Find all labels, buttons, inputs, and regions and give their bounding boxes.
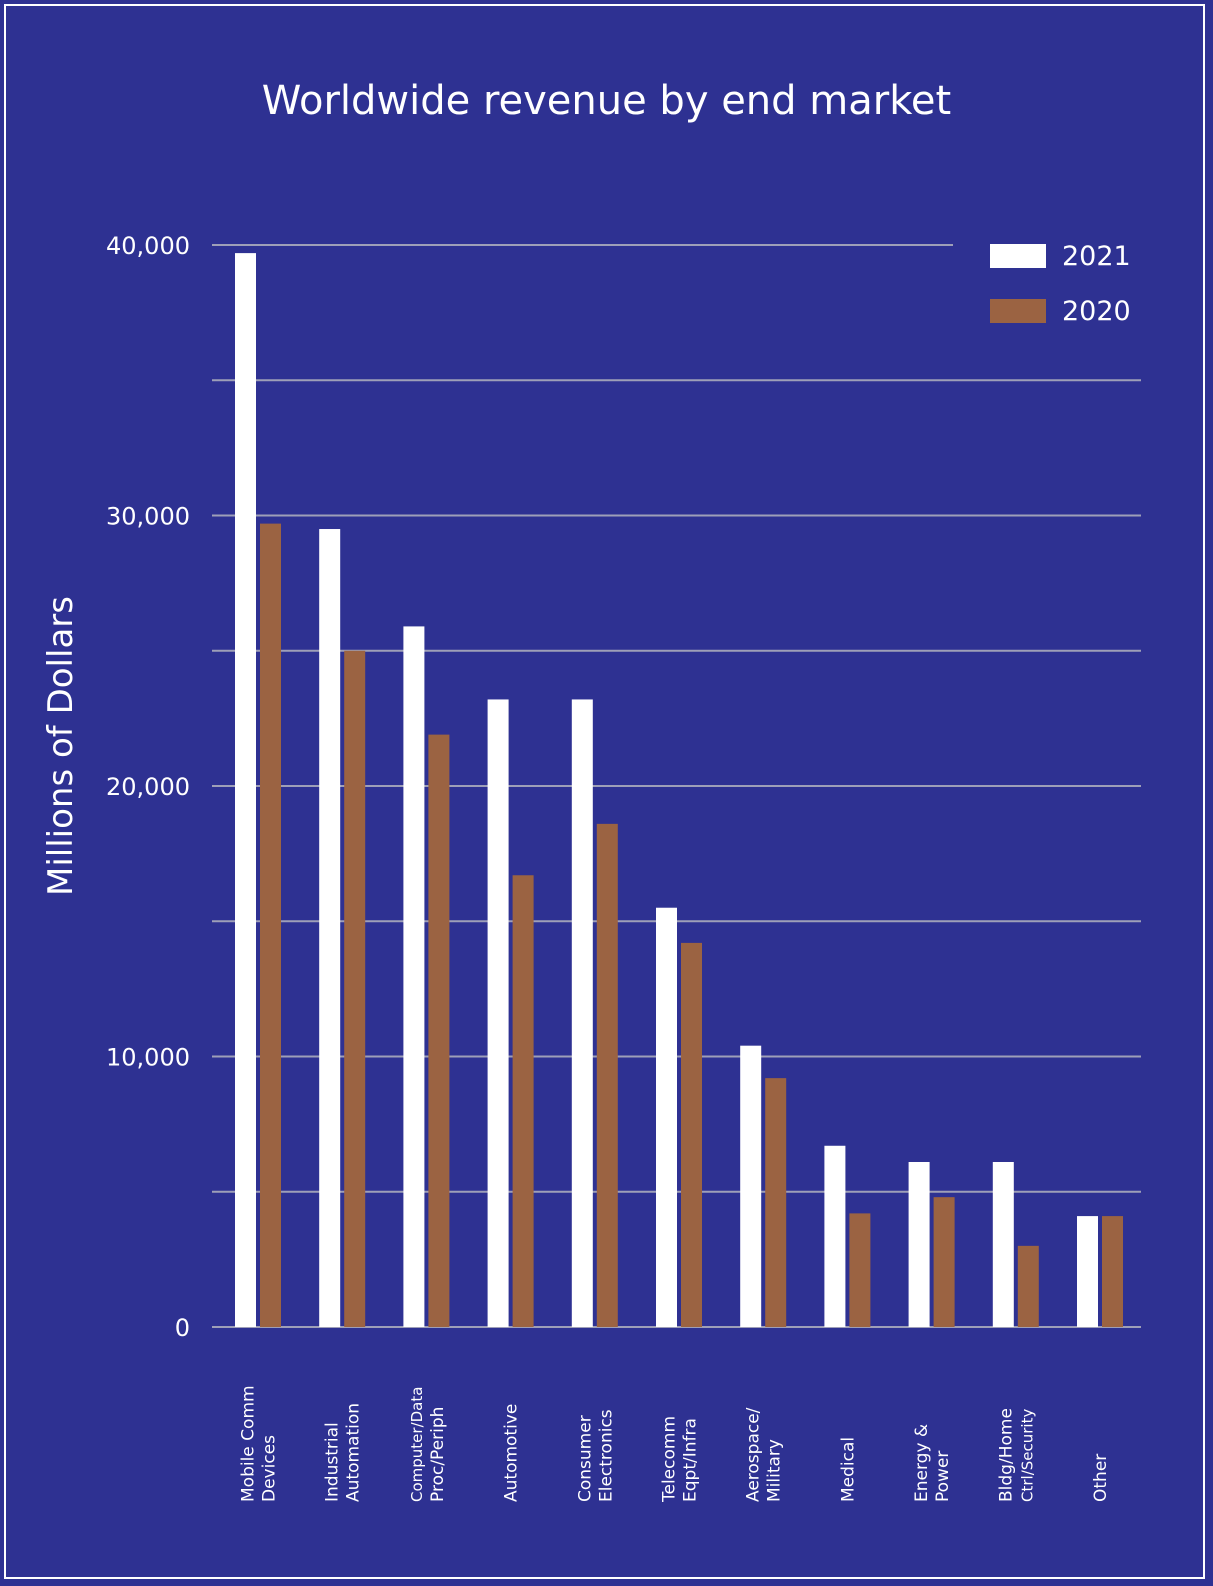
legend-label-2020: 2020 — [1062, 296, 1131, 327]
bar-2020-6 — [765, 1078, 787, 1327]
category-label: Energy & Power — [912, 1424, 953, 1502]
category-label-line: Electronics — [596, 1409, 616, 1502]
category-label: Other — [1091, 1454, 1111, 1502]
category-label-line: Ctrl/Security — [1018, 1409, 1036, 1502]
category-label-line: Bldg/Home — [996, 1408, 1016, 1502]
category-label-line: Telecomm — [660, 1416, 680, 1503]
bar-2020-1 — [344, 650, 366, 1327]
category-label-line: Military — [765, 1439, 785, 1502]
bar-2020-3 — [512, 875, 534, 1327]
category-label: Bldg/Home Ctrl/Security — [996, 1408, 1036, 1502]
category-label: Industrial Automation — [323, 1403, 364, 1502]
category-label-line: Automation — [344, 1403, 364, 1502]
category-label: Medical — [838, 1437, 858, 1502]
category-label-line: Consumer — [575, 1415, 595, 1502]
category-label: Computer/Data Proc/Periph — [408, 1387, 448, 1502]
category-label-line: Proc/Periph — [428, 1407, 448, 1502]
bar-2020-4 — [596, 823, 618, 1327]
y-tick-label: 0 — [175, 1314, 190, 1342]
category-label: Consumer Electronics — [575, 1409, 616, 1502]
category-label-line: Devices — [260, 1435, 280, 1502]
y-tick-label: 10,000 — [106, 1044, 190, 1072]
bar-2021-0 — [235, 253, 256, 1328]
bar-2021-4 — [571, 699, 593, 1327]
bar-2020-0 — [260, 523, 281, 1327]
bar-2021-2 — [403, 626, 425, 1327]
bar-2020-9 — [1017, 1245, 1039, 1327]
category-label: Aerospace/Military — [744, 1407, 785, 1502]
legend-swatch-2020 — [990, 299, 1046, 323]
bar-2020-7 — [849, 1213, 871, 1327]
bar-2020-8 — [933, 1197, 955, 1327]
legend-label-2021: 2021 — [1062, 241, 1131, 272]
category-label: Automotive — [502, 1404, 522, 1502]
category-label-line: Power — [933, 1451, 953, 1502]
bar-2021-5 — [656, 907, 677, 1327]
category-label-line: Eqpt/Infra — [681, 1418, 701, 1502]
category-label: Telecomm Eqpt/Infra — [660, 1416, 701, 1503]
bar-2021-8 — [908, 1161, 930, 1327]
y-tick-label: 30,000 — [106, 503, 190, 531]
category-label-line: Energy & — [912, 1424, 932, 1502]
category-label-line: Medical — [838, 1437, 858, 1502]
category-label: Mobile Comm Devices — [239, 1385, 280, 1502]
category-label-line: Computer/Data — [408, 1387, 426, 1502]
bar-2020-5 — [681, 942, 702, 1327]
y-tick-label: 40,000 — [106, 232, 190, 260]
bar-2021-3 — [487, 699, 509, 1327]
category-label-line: Aerospace/ — [744, 1407, 764, 1502]
category-label-line: Industrial — [323, 1422, 343, 1502]
y-tick-label: 20,000 — [106, 773, 190, 801]
chart-frame — [4, 4, 1205, 1579]
bar-2020-2 — [428, 734, 450, 1327]
bar-2020-10 — [1102, 1216, 1123, 1327]
bar-2021-9 — [992, 1161, 1014, 1327]
category-label-line: Automotive — [502, 1404, 522, 1502]
bar-2021-6 — [740, 1045, 762, 1327]
category-label-line: Mobile Comm — [239, 1385, 259, 1502]
chart-title: Worldwide revenue by end market — [261, 78, 952, 124]
category-label-line: Other — [1091, 1454, 1111, 1502]
bar-2021-7 — [824, 1145, 846, 1327]
legend-swatch-2021 — [990, 244, 1046, 268]
bar-2021-1 — [319, 529, 341, 1327]
bar-2021-10 — [1077, 1216, 1098, 1327]
